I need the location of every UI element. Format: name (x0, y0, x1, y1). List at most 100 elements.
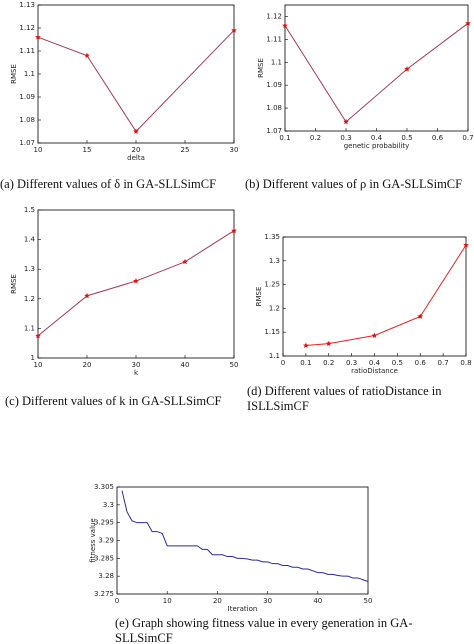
data-point (303, 342, 309, 348)
y-tick-label: 3.285 (94, 554, 114, 562)
y-tick-label: 1.07 (266, 127, 282, 135)
x-tick-label: 25 (181, 146, 190, 154)
y-tick-label: 1.11 (19, 47, 35, 55)
y-tick-label: 1.35 (264, 233, 280, 241)
x-tick-label: 0.2 (310, 134, 321, 142)
y-tick-label: 1.11 (266, 35, 282, 43)
plot-frame (282, 236, 467, 357)
x-axis-label: ratioDistance (351, 367, 398, 375)
y-axis-label: RMSE (255, 287, 263, 307)
data-point (463, 242, 469, 248)
y-tick-label: 1.08 (19, 116, 35, 124)
x-axis-label: delta (127, 154, 145, 162)
y-tick-label: 1.2 (24, 295, 35, 303)
x-axis-label: Iteration (228, 605, 258, 613)
data-point (231, 27, 237, 33)
x-tick-label: 0.8 (460, 359, 471, 367)
y-tick-label: 1.12 (19, 24, 35, 32)
data-line (37, 29, 235, 133)
x-tick-label: 0.5 (401, 134, 412, 142)
data-point (182, 258, 188, 265)
y-tick-label: 1.13 (19, 1, 35, 9)
x-tick-label: 0.6 (415, 359, 427, 367)
x-tick-label: 30 (230, 146, 239, 154)
x-tick-label: 30 (132, 361, 141, 369)
x-tick-label: 30 (263, 597, 272, 605)
data-point (371, 332, 378, 338)
x-tick-label: 0.3 (340, 134, 351, 142)
data-line (305, 244, 467, 347)
y-tick-label: 1.4 (24, 236, 36, 244)
data-point (84, 292, 90, 299)
data-line (121, 490, 369, 582)
x-tick-label: 0.1 (279, 134, 290, 142)
x-tick-label: 0.4 (369, 359, 381, 367)
data-point (417, 313, 424, 319)
y-axis-label: RMSE (257, 58, 265, 78)
data-point (133, 128, 139, 134)
data-point (282, 22, 288, 29)
y-tick-label: 1.12 (266, 12, 282, 20)
y-tick-label: 1.07 (19, 139, 35, 147)
y-tick-label: 3.275 (94, 590, 114, 598)
x-tick-label: 0 (115, 597, 119, 605)
data-point (404, 66, 410, 72)
y-tick-label: 3.305 (94, 483, 114, 491)
y-tick-label: 1.1 (24, 324, 35, 332)
caption: (a) Different values of δ in GA-SLLSimCF (0, 177, 217, 191)
y-axis-label: RMSE (10, 64, 18, 84)
data-point (343, 118, 349, 125)
y-tick-label: 3.295 (94, 519, 114, 527)
x-tick-label: 0.3 (346, 359, 357, 367)
x-tick-label: 50 (230, 361, 239, 369)
x-tick-label: 15 (83, 146, 92, 154)
data-line (284, 22, 469, 123)
y-tick-label: 1.1 (24, 70, 35, 78)
caption: (d) Different values of ratioDistance in… (247, 384, 442, 413)
x-tick-label: 20 (83, 361, 92, 369)
plot-frame (37, 4, 235, 144)
x-tick-label: 0.1 (300, 359, 311, 367)
y-tick-label: 1.15 (264, 328, 280, 336)
x-tick-label: 0.7 (462, 134, 473, 142)
y-tick-label: 3.3 (103, 501, 114, 509)
y-tick-label: 1.1 (269, 352, 280, 360)
x-tick-label: 0.5 (392, 359, 403, 367)
x-tick-label: 10 (163, 597, 172, 605)
data-point (325, 340, 332, 347)
data-point (35, 332, 41, 339)
x-axis-label: genetic probability (344, 142, 410, 150)
y-tick-label: 1.09 (266, 81, 282, 89)
y-tick-label: 1.09 (19, 93, 35, 101)
caption: (c) Different values of k in GA-SLLSimCF (5, 394, 222, 408)
x-tick-label: 0.4 (371, 134, 383, 142)
data-point (133, 278, 139, 284)
y-tick-label: 1 (31, 354, 35, 362)
data-point (35, 34, 41, 40)
x-tick-label: 10 (34, 146, 43, 154)
x-tick-label: 0.2 (323, 359, 334, 367)
data-point (84, 52, 90, 59)
y-tick-label: 1.25 (264, 281, 280, 289)
y-tick-label: 1.1 (271, 58, 282, 66)
plot-frame (37, 209, 235, 359)
x-tick-label: 0 (281, 359, 285, 367)
caption: (b) Different values of ρ in GA-SLLSimCF (245, 177, 463, 191)
data-point (231, 227, 237, 234)
y-tick-label: 3.28 (98, 572, 114, 580)
x-tick-label: 40 (313, 597, 322, 605)
x-tick-label: 20 (132, 146, 141, 154)
x-tick-label: 40 (181, 361, 190, 369)
y-tick-label: 1.5 (24, 206, 35, 214)
y-tick-label: 3.29 (98, 537, 114, 545)
y-tick-label: 1.08 (266, 104, 282, 112)
x-tick-label: 10 (34, 361, 43, 369)
data-line (37, 230, 235, 337)
x-tick-label: 0.6 (432, 134, 444, 142)
y-tick-label: 1.2 (269, 304, 280, 312)
x-axis-label: k (134, 369, 139, 377)
y-axis-label: RMSE (10, 274, 18, 294)
y-axis-label: fitness value (89, 518, 97, 563)
